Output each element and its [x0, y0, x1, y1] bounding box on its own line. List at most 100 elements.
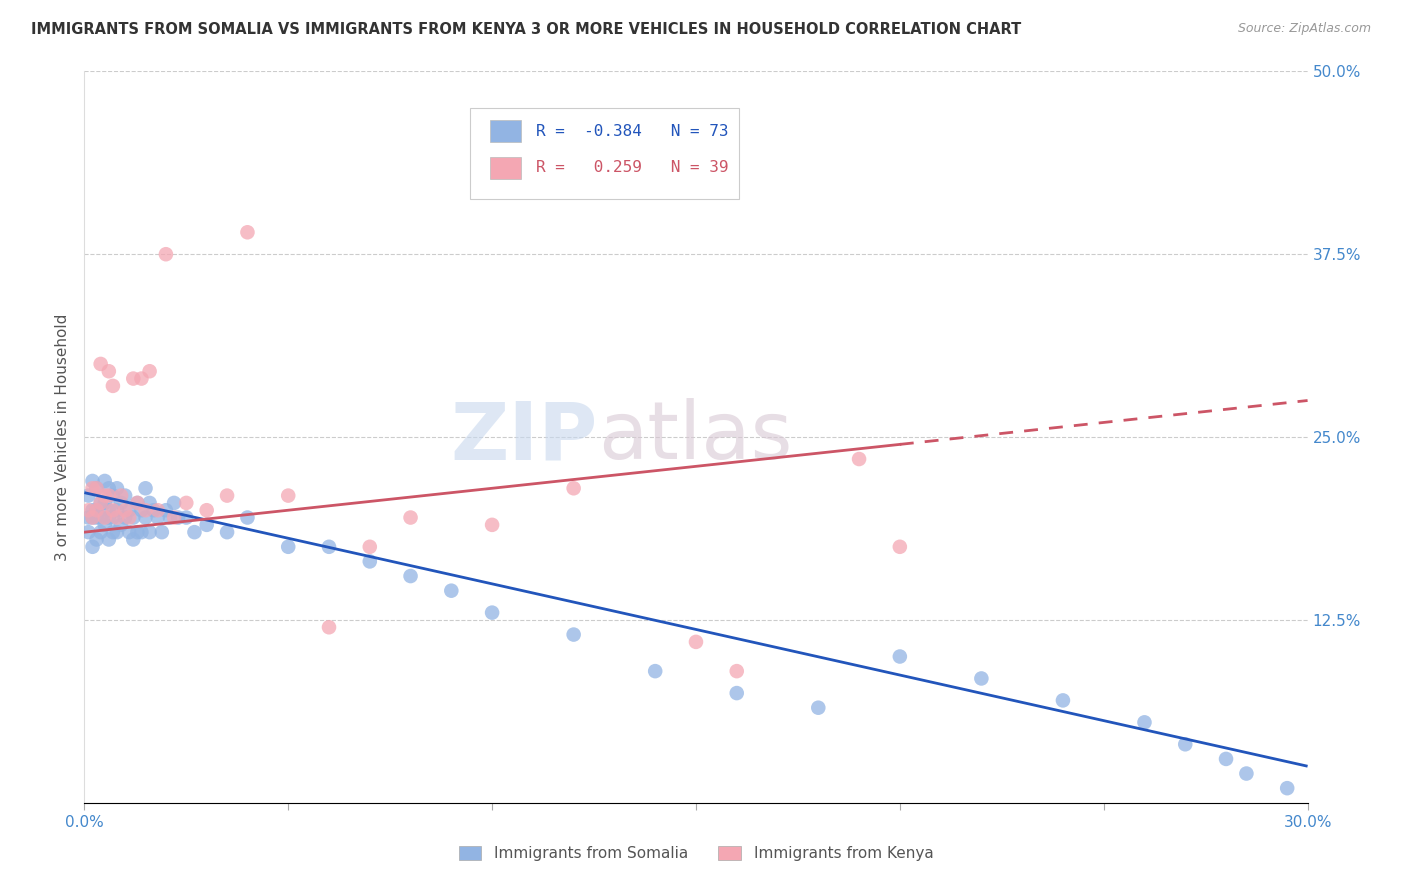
- Point: [97, 481, 120, 495]
- Point: [101, 510, 124, 524]
- Point: [440, 583, 463, 598]
- Point: [90, 357, 112, 371]
- Point: [138, 364, 160, 378]
- Point: [114, 489, 136, 503]
- Point: [93, 496, 115, 510]
- Point: [155, 503, 177, 517]
- Point: [889, 649, 911, 664]
- Point: [118, 525, 141, 540]
- Point: [97, 533, 120, 547]
- Point: [1174, 737, 1197, 751]
- Text: R =  -0.384   N = 73: R = -0.384 N = 73: [536, 124, 728, 139]
- Point: [122, 371, 145, 385]
- Point: [93, 489, 115, 503]
- Point: [174, 496, 197, 510]
- Point: [236, 510, 259, 524]
- Point: [93, 474, 115, 488]
- Point: [82, 481, 104, 495]
- Text: R =   0.259   N = 39: R = 0.259 N = 39: [536, 161, 728, 176]
- Point: [399, 510, 422, 524]
- Point: [159, 510, 181, 524]
- Point: [110, 496, 132, 510]
- Point: [135, 510, 157, 524]
- Point: [127, 525, 149, 540]
- Point: [101, 489, 124, 503]
- Point: [318, 620, 340, 634]
- Point: [163, 496, 186, 510]
- Y-axis label: 3 or more Vehicles in Household: 3 or more Vehicles in Household: [55, 313, 70, 561]
- Point: [848, 452, 870, 467]
- Point: [101, 379, 124, 393]
- Point: [77, 489, 100, 503]
- Point: [90, 525, 112, 540]
- Point: [195, 517, 218, 532]
- FancyBboxPatch shape: [491, 120, 522, 143]
- Point: [105, 510, 128, 524]
- Point: [644, 664, 666, 678]
- Point: [101, 503, 124, 517]
- Point: [685, 635, 707, 649]
- Point: [93, 510, 115, 524]
- Point: [155, 247, 177, 261]
- Point: [114, 510, 136, 524]
- Point: [481, 517, 503, 532]
- Point: [562, 627, 585, 641]
- Point: [131, 371, 153, 385]
- Point: [82, 503, 104, 517]
- Point: [1277, 781, 1299, 796]
- Point: [1236, 766, 1258, 780]
- Point: [97, 489, 120, 503]
- Point: [82, 540, 104, 554]
- Point: [82, 510, 104, 524]
- Point: [97, 510, 120, 524]
- Point: [277, 489, 299, 503]
- Point: [77, 510, 100, 524]
- Point: [105, 525, 128, 540]
- Point: [481, 606, 503, 620]
- Point: [399, 569, 422, 583]
- Point: [146, 510, 169, 524]
- FancyBboxPatch shape: [491, 157, 522, 179]
- Point: [138, 496, 160, 510]
- Point: [86, 503, 108, 517]
- Point: [135, 481, 157, 495]
- Point: [889, 540, 911, 554]
- Point: [127, 496, 149, 510]
- Point: [150, 525, 173, 540]
- Point: [90, 496, 112, 510]
- Legend: Immigrants from Somalia, Immigrants from Kenya: Immigrants from Somalia, Immigrants from…: [458, 846, 934, 861]
- Point: [127, 496, 149, 510]
- Point: [110, 489, 132, 503]
- Point: [105, 503, 128, 517]
- Point: [135, 503, 157, 517]
- Text: Source: ZipAtlas.com: Source: ZipAtlas.com: [1237, 22, 1371, 36]
- Point: [90, 496, 112, 510]
- Point: [217, 489, 239, 503]
- Point: [807, 700, 830, 714]
- Point: [86, 510, 108, 524]
- Point: [101, 525, 124, 540]
- Point: [1133, 715, 1156, 730]
- Point: [970, 672, 993, 686]
- Point: [277, 540, 299, 554]
- Point: [93, 517, 115, 532]
- Point: [118, 503, 141, 517]
- Point: [114, 503, 136, 517]
- Point: [86, 533, 108, 547]
- Point: [142, 503, 165, 517]
- Point: [236, 225, 259, 239]
- Point: [174, 510, 197, 524]
- Point: [131, 503, 153, 517]
- Point: [77, 503, 100, 517]
- Point: [167, 510, 190, 524]
- Point: [82, 510, 104, 524]
- Point: [97, 503, 120, 517]
- Point: [1052, 693, 1074, 707]
- Point: [163, 510, 186, 524]
- Point: [77, 525, 100, 540]
- Point: [562, 481, 585, 495]
- Text: IMMIGRANTS FROM SOMALIA VS IMMIGRANTS FROM KENYA 3 OR MORE VEHICLES IN HOUSEHOLD: IMMIGRANTS FROM SOMALIA VS IMMIGRANTS FR…: [31, 22, 1021, 37]
- Point: [725, 686, 748, 700]
- Point: [318, 540, 340, 554]
- Point: [90, 510, 112, 524]
